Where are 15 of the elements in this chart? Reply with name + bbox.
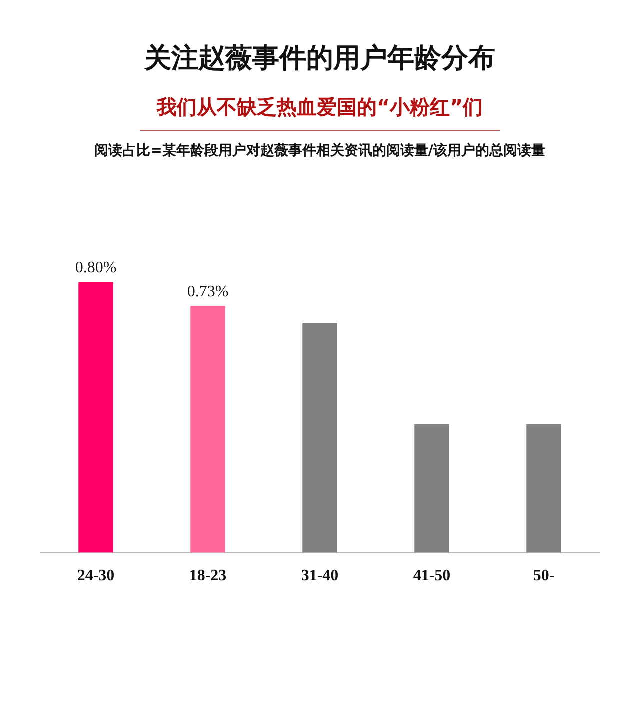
- bar: [526, 424, 562, 553]
- chart-title: 关注赵薇事件的用户年龄分布: [143, 42, 496, 76]
- data-label: 0.80%: [75, 260, 117, 277]
- x-tick-label: 31-40: [301, 568, 339, 585]
- x-tick-label: 24-30: [77, 568, 115, 585]
- bar: [190, 306, 226, 553]
- data-label: 0.73%: [187, 283, 229, 300]
- bar: [78, 282, 114, 553]
- text: 阅读占比=某年龄段用户对赵薇事件相关资讯的阅读量/该用户的总阅读量: [94, 142, 546, 160]
- x-tick-label: 18-23: [189, 568, 227, 585]
- x-tick-label: 50-: [533, 568, 555, 585]
- bar: [302, 322, 338, 553]
- chart-subtitle: 我们从不缺乏热血爱国的“小粉红”们: [156, 94, 484, 121]
- x-tick-label: 41-50: [413, 568, 451, 585]
- bar: [414, 424, 450, 553]
